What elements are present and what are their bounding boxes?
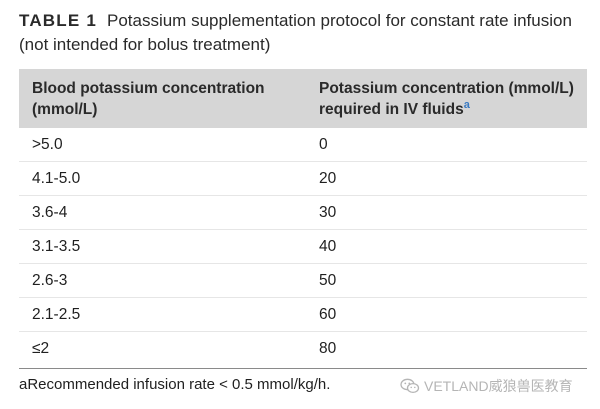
data-table: Blood potassium concentration (mmol/L) P…	[19, 69, 587, 365]
cell-iv-potassium: 60	[319, 297, 587, 332]
table-row: 2.6-3 50	[19, 263, 587, 298]
cell-iv-potassium: 50	[319, 263, 587, 298]
cell-iv-potassium: 80	[319, 339, 337, 357]
table-row: 2.1-2.5 60	[19, 297, 587, 332]
cell-blood-potassium: 2.1-2.5	[19, 297, 319, 332]
table-row: >5.0 0	[19, 128, 587, 162]
cell-blood-potassium: >5.0	[19, 128, 319, 162]
potassium-table: Blood potassium concentration (mmol/L) P…	[19, 69, 587, 365]
table-row: 4.1-5.0 20	[19, 161, 587, 196]
watermark: VETLAND威狼兽医教育	[400, 376, 573, 396]
cell-iv-potassium: 30	[319, 195, 587, 230]
header-blood-potassium: Blood potassium concentration (mmol/L)	[32, 80, 265, 118]
table-header-row: Blood potassium concentration (mmol/L) P…	[19, 69, 587, 128]
table-footnote: aRecommended infusion rate < 0.5 mmol/kg…	[19, 376, 331, 393]
caption-text: Potassium supplementation protocol for c…	[19, 11, 572, 54]
table-bottom-rule	[19, 368, 587, 369]
cell-blood-potassium: 4.1-5.0	[19, 161, 319, 196]
header-iv-potassium-text: Potassium concentration (mmol/L) require…	[319, 80, 574, 118]
table-label: TABLE 1	[19, 11, 97, 30]
table-row: 3.1-3.5 40	[19, 229, 587, 264]
table-row: ≤2 80	[19, 332, 587, 366]
cell-blood-potassium: 3.1-3.5	[19, 229, 319, 264]
table-caption: TABLE 1 Potassium supplementation protoco…	[19, 9, 589, 57]
table-row: 3.6-4 30	[19, 195, 587, 230]
wechat-icon	[400, 378, 420, 394]
watermark-text: VETLAND威狼兽医教育	[424, 378, 573, 394]
cell-blood-potassium: 3.6-4	[19, 195, 319, 230]
cell-blood-potassium: 2.6-3	[19, 263, 319, 298]
cell-blood-potassium: ≤2	[32, 339, 50, 357]
cell-iv-potassium: 40	[319, 229, 587, 264]
cell-iv-potassium: 20	[319, 161, 587, 196]
footnote-marker: a	[463, 98, 470, 111]
header-iv-potassium: Potassium concentration (mmol/L) require…	[319, 69, 587, 128]
cell-iv-potassium: 0	[319, 128, 587, 162]
